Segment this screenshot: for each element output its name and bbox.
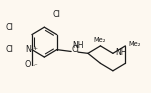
- Text: ·⁻: ·⁻: [32, 63, 38, 69]
- Text: +: +: [32, 46, 38, 51]
- Text: O: O: [25, 60, 31, 69]
- Text: NH: NH: [115, 48, 126, 57]
- Text: Me₂: Me₂: [129, 41, 141, 47]
- Text: Me₂: Me₂: [93, 37, 105, 43]
- Text: NH: NH: [72, 41, 83, 50]
- Text: Cl: Cl: [53, 10, 61, 19]
- Text: N: N: [25, 45, 31, 54]
- Text: Cl: Cl: [6, 45, 14, 54]
- Text: Cl: Cl: [71, 45, 79, 54]
- Text: Cl: Cl: [6, 23, 14, 32]
